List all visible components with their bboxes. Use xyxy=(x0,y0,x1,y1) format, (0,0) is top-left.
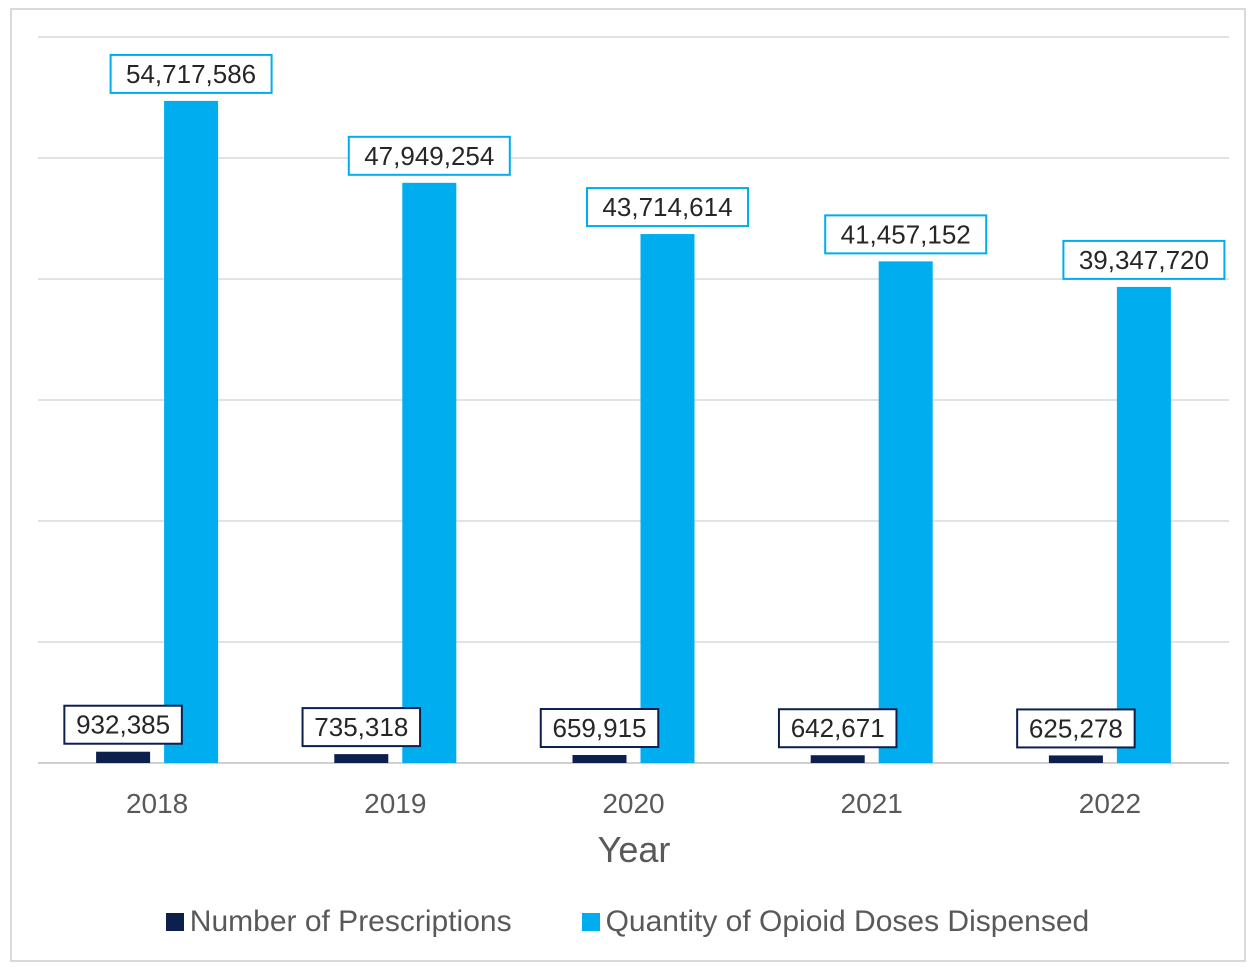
data-label-doses-2021: 41,457,152 xyxy=(824,214,988,255)
data-label-doses-2019: 47,949,254 xyxy=(347,135,511,176)
bar-doses-2018 xyxy=(164,100,219,763)
bar-doses-2020 xyxy=(640,234,695,764)
bar-doses-2022 xyxy=(1116,286,1171,763)
data-label-prescriptions-2020: 659,915 xyxy=(539,708,660,749)
bar-prescriptions-2019 xyxy=(334,754,389,763)
bar-prescriptions-2020 xyxy=(572,755,627,763)
data-label-text: 43,714,614 xyxy=(602,192,732,222)
data-label-box xyxy=(347,135,511,176)
legend-item-doses: Quantity of Opioid Doses Dispensed xyxy=(581,905,1090,939)
x-axis-ticks: 2018 2019 2020 2021 2022 xyxy=(126,788,1141,819)
gridlines xyxy=(38,36,1229,764)
x-tick-label-2018: 2018 xyxy=(126,788,188,819)
data-label-text: 41,457,152 xyxy=(841,219,971,249)
legend-label-prescriptions: Number of Prescriptions xyxy=(189,905,512,938)
data-label-text: 932,385 xyxy=(76,710,170,740)
bar-prescriptions-2021 xyxy=(810,755,865,763)
data-label-box xyxy=(539,708,660,749)
data-label-text: 735,318 xyxy=(314,712,408,742)
data-label-text: 54,717,586 xyxy=(126,59,256,89)
data-label-text: 39,347,720 xyxy=(1079,245,1209,275)
bars xyxy=(96,100,1171,764)
data-label-box xyxy=(777,708,898,749)
legend-swatch-prescriptions xyxy=(165,913,184,931)
data-label-box xyxy=(109,53,273,94)
data-label-box xyxy=(824,214,988,255)
legend: Number of Prescriptions Quantity of Opio… xyxy=(0,905,1255,939)
data-label-prescriptions-2018: 932,385 xyxy=(63,704,183,745)
data-label-prescriptions-2022: 625,278 xyxy=(1016,708,1136,749)
x-axis-title: Year xyxy=(598,829,671,870)
data-labels: 932,385 54,717,586 735,318 47,949,254 659,91… xyxy=(63,53,1226,749)
x-tick-label-2020: 2020 xyxy=(602,788,664,819)
data-label-doses-2018: 54,717,586 xyxy=(109,53,273,94)
data-label-box xyxy=(586,187,749,228)
data-label-text: 642,671 xyxy=(791,713,885,743)
bar-doses-2021 xyxy=(878,261,933,763)
data-label-prescriptions-2021: 642,671 xyxy=(777,708,898,749)
x-tick-label-2022: 2022 xyxy=(1079,788,1141,819)
bar-prescriptions-2018 xyxy=(96,751,151,763)
data-label-text: 625,278 xyxy=(1029,713,1123,743)
legend-swatch-doses xyxy=(581,913,600,931)
x-tick-label-2019: 2019 xyxy=(364,788,426,819)
data-label-box xyxy=(1016,708,1136,749)
bar-prescriptions-2022 xyxy=(1048,755,1103,763)
legend-label-doses: Quantity of Opioid Doses Dispensed xyxy=(605,905,1090,938)
data-label-box xyxy=(1062,239,1226,280)
data-label-text: 659,915 xyxy=(553,713,647,743)
data-label-text: 47,949,254 xyxy=(364,141,494,171)
data-label-box xyxy=(301,707,422,748)
legend-item-prescriptions: Number of Prescriptions xyxy=(165,905,512,939)
data-label-doses-2020: 43,714,614 xyxy=(586,187,749,228)
data-label-doses-2022: 39,347,720 xyxy=(1062,239,1226,280)
data-label-prescriptions-2019: 735,318 xyxy=(301,707,422,748)
bar-doses-2019 xyxy=(402,182,457,763)
data-label-box xyxy=(63,704,183,745)
x-tick-label-2021: 2021 xyxy=(841,788,903,819)
